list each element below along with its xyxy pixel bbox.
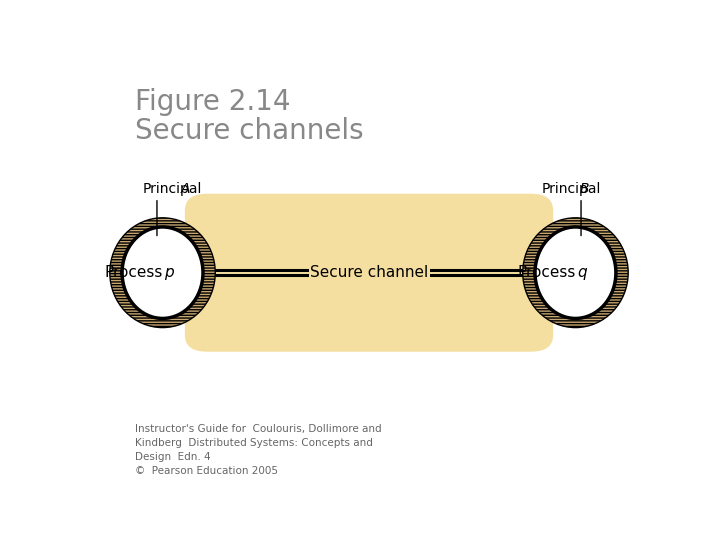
Text: Principal: Principal (542, 182, 601, 196)
Text: A: A (181, 182, 191, 196)
Text: q: q (577, 265, 587, 280)
Ellipse shape (535, 227, 616, 319)
Text: Figure 2.14: Figure 2.14 (135, 87, 290, 116)
Ellipse shape (122, 227, 203, 319)
Text: Instructor's Guide for  Coulouris, Dollimore and
Kindberg  Distributed Systems: : Instructor's Guide for Coulouris, Dollim… (135, 424, 382, 476)
Text: Process: Process (517, 265, 575, 280)
Ellipse shape (523, 218, 628, 328)
FancyBboxPatch shape (84, 60, 654, 485)
Text: Secure channel: Secure channel (310, 265, 428, 280)
Text: Secure channels: Secure channels (135, 117, 364, 145)
Text: p: p (164, 265, 174, 280)
Text: Process: Process (104, 265, 163, 280)
Text: Principal: Principal (143, 182, 202, 196)
Ellipse shape (110, 218, 215, 328)
FancyBboxPatch shape (185, 194, 553, 352)
Text: B: B (580, 182, 590, 196)
